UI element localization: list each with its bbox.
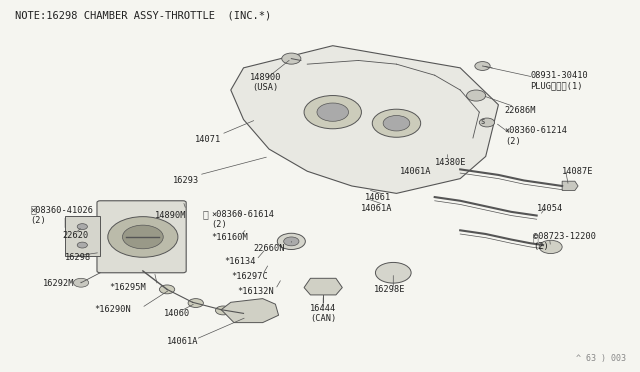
- Text: 148900
(USA): 148900 (USA): [250, 73, 282, 92]
- Circle shape: [304, 96, 362, 129]
- Circle shape: [284, 237, 299, 246]
- Text: 14060: 14060: [164, 309, 190, 318]
- Text: 14061A: 14061A: [399, 167, 431, 176]
- Text: 22686M: 22686M: [505, 106, 536, 115]
- Text: ×08360-61614
(2): ×08360-61614 (2): [212, 209, 275, 229]
- Text: *16132N: *16132N: [237, 287, 274, 296]
- Text: 14087E: 14087E: [562, 167, 594, 176]
- Circle shape: [188, 299, 204, 308]
- Polygon shape: [231, 46, 499, 193]
- Text: Ⓢ: Ⓢ: [30, 204, 36, 214]
- Circle shape: [77, 242, 88, 248]
- Circle shape: [475, 62, 490, 70]
- Text: *16134: *16134: [225, 257, 256, 266]
- Circle shape: [277, 233, 305, 250]
- Circle shape: [74, 278, 89, 287]
- Text: ×08360-41026
(2): ×08360-41026 (2): [30, 206, 93, 225]
- Circle shape: [467, 90, 486, 101]
- Circle shape: [479, 118, 495, 127]
- Text: 14054: 14054: [537, 203, 563, 213]
- Polygon shape: [562, 181, 578, 190]
- Text: NOTE:16298 CHAMBER ASSY-THROTTLE  (INC.*): NOTE:16298 CHAMBER ASSY-THROTTLE (INC.*): [15, 11, 271, 20]
- Circle shape: [383, 116, 410, 131]
- Text: 16298E: 16298E: [374, 285, 406, 294]
- Text: 14071: 14071: [195, 135, 221, 144]
- Circle shape: [376, 262, 411, 283]
- Circle shape: [540, 240, 562, 254]
- Polygon shape: [221, 299, 278, 323]
- Text: 14061: 14061: [365, 193, 391, 202]
- Circle shape: [372, 109, 420, 137]
- Text: 14890M: 14890M: [155, 211, 186, 220]
- Text: Ⓢ: Ⓢ: [202, 209, 208, 219]
- Text: ×08360-61214
(2): ×08360-61214 (2): [505, 126, 568, 146]
- Text: 16444
(CAN): 16444 (CAN): [310, 304, 336, 323]
- Text: *16297C: *16297C: [231, 272, 268, 281]
- Text: 22660N: 22660N: [253, 244, 285, 253]
- Text: 16292M: 16292M: [43, 279, 74, 288]
- Text: ^ 63 ) 003: ^ 63 ) 003: [576, 354, 626, 363]
- Text: 16293: 16293: [173, 176, 199, 185]
- Text: S: S: [481, 119, 484, 125]
- Polygon shape: [65, 215, 100, 256]
- Circle shape: [77, 224, 88, 230]
- Text: ©08723-12200
(2): ©08723-12200 (2): [534, 232, 596, 251]
- Text: 22620: 22620: [62, 231, 88, 240]
- Text: *16290N: *16290N: [94, 305, 131, 314]
- Text: 16298: 16298: [65, 253, 92, 263]
- Text: 14380E: 14380E: [435, 157, 466, 167]
- Circle shape: [216, 306, 231, 315]
- Text: *16295M: *16295M: [109, 283, 147, 292]
- Circle shape: [317, 103, 349, 121]
- Circle shape: [122, 225, 163, 249]
- Text: 08931-30410
PLUGプラグ(1): 08931-30410 PLUGプラグ(1): [531, 71, 588, 90]
- Text: 14061A: 14061A: [362, 203, 393, 213]
- Polygon shape: [304, 278, 342, 295]
- Circle shape: [282, 53, 301, 64]
- Circle shape: [239, 310, 254, 318]
- Text: *16160M: *16160M: [212, 233, 248, 242]
- Circle shape: [159, 285, 175, 294]
- Circle shape: [108, 217, 178, 257]
- Text: 14061A: 14061A: [167, 337, 199, 346]
- Text: Ⓒ: Ⓒ: [532, 233, 538, 243]
- FancyBboxPatch shape: [97, 201, 186, 273]
